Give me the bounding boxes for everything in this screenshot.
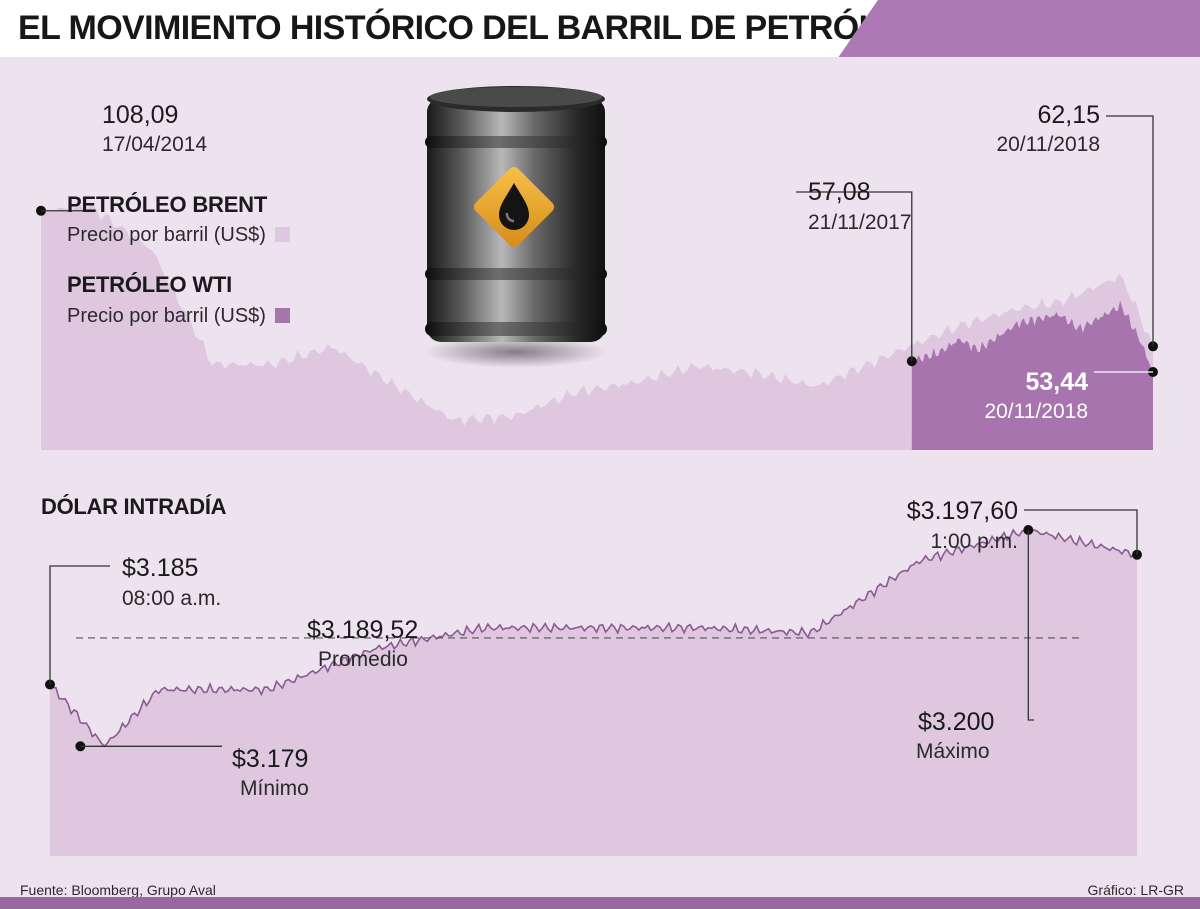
wti-end-value: 53,44 (1025, 368, 1088, 396)
dollar-close-value: $3.197,60 (906, 497, 1018, 525)
dollar-open-label: 08:00 a.m. (122, 587, 222, 610)
oil-barrel-icon (424, 86, 608, 368)
dollar-max-label: Máximo (916, 740, 990, 763)
legend-brent-swatch (274, 227, 290, 242)
brent-start-date: 17/04/2014 (102, 133, 208, 156)
wti-start-value: 57,08 (808, 178, 871, 206)
dollar-open-connector (49, 565, 110, 685)
brent-end-connector (1106, 115, 1154, 347)
footer-band (0, 897, 1200, 909)
wti-area (911, 300, 1153, 450)
dollar-avg-label: Promedio (318, 648, 408, 671)
legend-brent-desc: Precio por barril (US$) (67, 224, 290, 247)
page-title: EL MOVIMIENTO HISTÓRICO DEL BARRIL DE PE… (18, 9, 927, 47)
dollar-min-value: $3.179 (232, 745, 309, 773)
wti-start-date: 21/11/2017 (808, 211, 912, 234)
dollar-section-title: DÓLAR INTRADÍA (41, 494, 227, 519)
graphic-credit: Gráfico: LR-GR (1087, 882, 1184, 898)
header-band: EL MOVIMIENTO HISTÓRICO DEL BARRIL DE PE… (0, 0, 1200, 57)
dollar-close-label: 1:00 p.m. (930, 530, 1018, 553)
brent-end-date: 20/11/2018 (996, 133, 1100, 156)
wti-start-connector (796, 191, 913, 362)
source-note: Fuente: Bloomberg, Grupo Aval (20, 882, 216, 898)
dollar-avg-value: $3.189,52 (307, 616, 419, 644)
wti-end-date: 20/11/2018 (984, 400, 1088, 423)
dollar-line (49, 528, 1138, 748)
dollar-intraday-chart (49, 528, 1138, 856)
title-banner: EL MOVIMIENTO HISTÓRICO DEL BARRIL DE PE… (0, 0, 878, 57)
brent-area (41, 203, 1153, 450)
legend-wti-desc: Precio por barril (US$) (67, 305, 290, 328)
dollar-max-value: $3.200 (918, 708, 995, 736)
dollar-max-connector (1027, 530, 1034, 721)
annotation-connectors (36, 115, 1158, 752)
brent-start-value: 108,09 (102, 101, 179, 129)
brent-end-value: 62,15 (1037, 101, 1100, 129)
dollar-area (50, 530, 1137, 856)
legend-wti-swatch (274, 308, 290, 323)
dollar-close-connector (1024, 509, 1138, 555)
oil-price-chart (41, 203, 1153, 450)
dollar-open-value: $3.185 (122, 554, 199, 582)
dollar-min-label: Mínimo (240, 777, 309, 800)
legend-brent-name: PETRÓLEO BRENT (67, 192, 268, 217)
legend-wti-name: PETRÓLEO WTI (67, 272, 233, 297)
